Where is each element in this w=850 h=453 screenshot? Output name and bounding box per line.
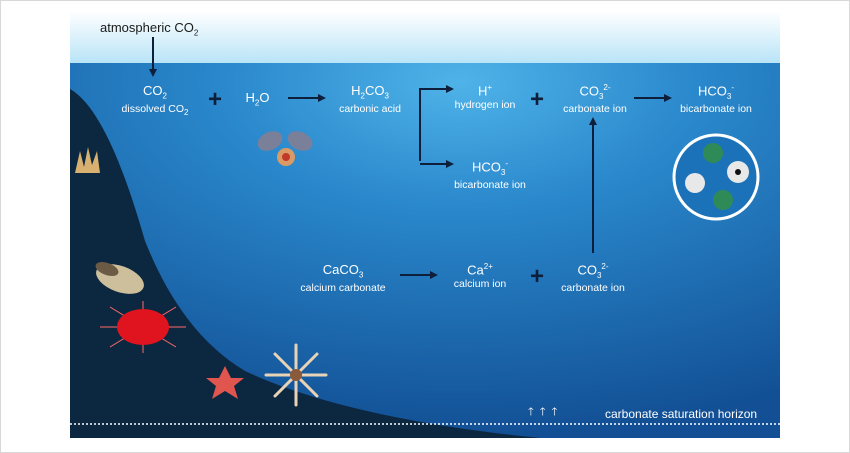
arrowhead-h2co3 <box>318 94 326 102</box>
plus-operator-2: + <box>530 86 545 113</box>
arrow-h2co3-split <box>419 88 446 161</box>
plankton-inset-icon <box>672 133 760 221</box>
bicarbonate-ion-lower: HCO3- bicarbonate ion <box>454 159 526 191</box>
bicarbonate-ion-right: HCO3- bicarbonate ion <box>680 83 752 115</box>
dissolved-co2: CO2 dissolved CO2 <box>121 83 189 117</box>
upward-arrows-icon: 🡑 🡑 🡑 <box>528 406 558 418</box>
seafloor-slope <box>70 89 540 438</box>
arrowhead-ca <box>430 271 438 279</box>
sea-anemone-icon <box>264 343 328 407</box>
saturation-horizon-label: carbonate saturation horizon <box>605 407 758 421</box>
arrowhead-down <box>149 69 157 77</box>
arrowhead-hco3 <box>446 160 454 168</box>
calcium-ion: Ca2+ calcium ion <box>453 262 507 291</box>
scene-graphics <box>70 11 780 438</box>
pteropod-icon <box>257 131 313 166</box>
arrowhead-up <box>589 117 597 125</box>
starfish-icon <box>206 366 244 399</box>
plus-operator-1: + <box>208 86 223 113</box>
hydrogen-ion: H+ hydrogen ion <box>454 83 516 112</box>
oyster-icon <box>95 262 144 294</box>
carbonate-ion-upper: CO32- carbonate ion <box>563 83 627 115</box>
calcium-carbonate: CaCO3 calcium carbonate <box>300 262 386 294</box>
sea-urchin-icon <box>100 301 186 353</box>
carbonate-ion-lower: CO32- carbonate ion <box>561 262 625 294</box>
arrowhead-hco3-right <box>664 94 672 102</box>
carbonic-acid: H2CO3 carbonic acid <box>339 83 401 115</box>
atmosphere-band <box>70 11 780 63</box>
water: H2O <box>245 90 270 108</box>
ocean-scene: atmospheric CO2 CO2 dissolved CO2 + H2O … <box>70 11 780 438</box>
arrowheads <box>149 69 672 279</box>
arrowhead-h-ion <box>446 85 454 93</box>
plus-operator-3: + <box>530 263 545 290</box>
atmospheric-co2-label: atmospheric CO2 <box>100 20 199 38</box>
coral-icon <box>75 147 100 173</box>
reaction-arrows <box>152 37 664 276</box>
